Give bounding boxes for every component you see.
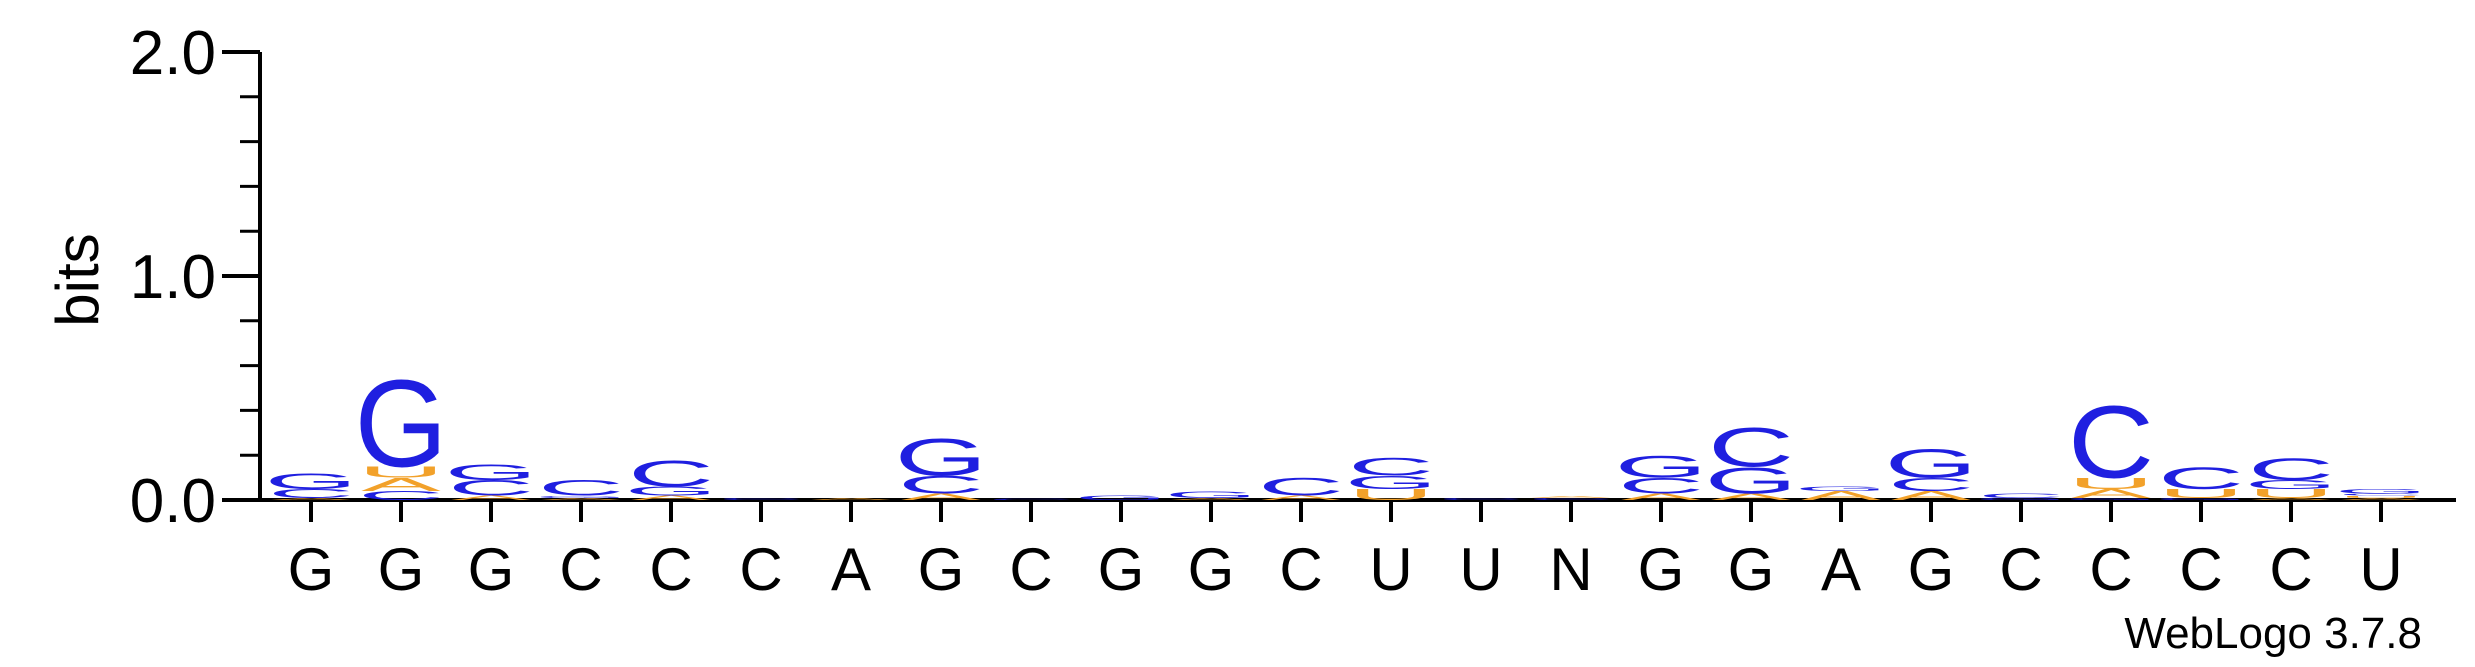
logo-glyph-a: A <box>1711 492 1791 502</box>
logo-glyph-g: G <box>445 460 538 484</box>
x-tick-label: C <box>1999 536 2042 603</box>
logo-glyph-g: G <box>2245 478 2338 492</box>
logo-glyph-u: U <box>2338 495 2424 498</box>
logo-glyph-c: C <box>268 486 354 500</box>
plot-area: 0.01.02.0GACGGCAUGGACGCAGCCAGCCCAAGACGCC… <box>130 19 2456 603</box>
x-tick-label: G <box>1638 536 1685 603</box>
logo-glyph-g: G <box>1075 494 1168 501</box>
x-tick-label: C <box>1279 536 1322 603</box>
x-tick-label: G <box>1188 536 1235 603</box>
logo-glyph-a: A <box>1531 495 1612 498</box>
logo-glyph-g: G <box>1615 450 1708 485</box>
logo-glyph-g: G <box>1885 441 1978 486</box>
logo-glyph-a: A <box>541 497 622 500</box>
logo-glyph-c: C <box>448 476 534 500</box>
y-axis-label: bits <box>44 233 111 326</box>
x-tick-label: G <box>288 536 335 603</box>
logo-glyph-g: G <box>625 484 718 498</box>
x-tick-label: G <box>918 536 965 603</box>
x-tick-label: C <box>649 536 692 603</box>
logo-glyph-g: G <box>1795 485 1888 492</box>
logo-glyph-c: C <box>1708 416 1794 478</box>
logo-glyph-g: G <box>895 427 988 487</box>
weblogo-version-label: WebLogo 3.7.8 <box>2124 609 2422 658</box>
x-tick-label: G <box>468 536 515 603</box>
logo-glyph-u: U <box>1348 486 1434 503</box>
logo-glyph-u: U <box>2158 486 2244 500</box>
x-tick-label: C <box>739 536 782 603</box>
x-tick-label: N <box>1549 536 1592 603</box>
logo-glyph-u: U <box>2068 475 2154 492</box>
x-tick-label: U <box>1459 536 1502 603</box>
logo-glyph-a: A <box>1261 494 1342 501</box>
logo-glyph-a: A <box>361 474 441 495</box>
logo-glyph-g: G <box>2155 497 2248 500</box>
logo-glyph-g: G <box>265 469 358 493</box>
logo-glyph-a: A <box>901 492 981 502</box>
logo-glyph-g: G <box>1975 497 2068 500</box>
logo-glyph-u: U <box>358 464 444 481</box>
logo-glyph-c: C <box>1528 497 1614 500</box>
x-tick-label: C <box>559 536 602 603</box>
x-tick-label: G <box>1098 536 1145 603</box>
y-tick-label: 2.0 <box>130 19 216 88</box>
logo-glyph-c: C <box>1618 474 1704 498</box>
logo-glyph-g: G <box>1705 460 1798 502</box>
logo-glyph-u: U <box>2248 486 2334 500</box>
x-tick-label: G <box>378 536 425 603</box>
logo-glyph-c: C <box>1888 474 1974 495</box>
logo-glyph-a: A <box>1891 489 1971 503</box>
x-tick-label: G <box>1728 536 1775 603</box>
logo-glyph-a: A <box>2071 486 2151 500</box>
logo-glyph-g: G <box>355 354 448 493</box>
x-tick-label: C <box>2089 536 2132 603</box>
logo-glyph-a: A <box>1801 489 1881 503</box>
logo-glyph-a: A <box>631 494 712 501</box>
x-tick-label: A <box>831 536 871 603</box>
logo-glyph-a: A <box>1171 497 1252 500</box>
x-tick-label: C <box>2179 536 2222 603</box>
logo-glyph-a: A <box>271 497 352 500</box>
logo-glyph-c: C <box>538 476 624 500</box>
logo-glyph-g: G <box>1165 489 1258 499</box>
logo-glyph-a: A <box>2251 497 2332 500</box>
logo-glyph-g: G <box>1345 472 1438 493</box>
logo-glyph-a: A <box>1621 492 1701 502</box>
logo-glyph-c: C <box>1348 453 1434 481</box>
y-tick-label: 0.0 <box>130 467 216 536</box>
logo-glyph-c: C <box>1258 473 1344 501</box>
x-tick-label: U <box>2359 536 2402 603</box>
logo-glyph-c: C <box>988 499 1074 501</box>
logo-glyph-g: G <box>535 495 628 498</box>
x-tick-label: G <box>1908 536 1955 603</box>
y-tick-label: 1.0 <box>130 243 216 312</box>
x-tick-label: A <box>1821 536 1861 603</box>
logo-glyph-a: A <box>2341 497 2422 500</box>
logo-glyph-c: C <box>2068 384 2154 499</box>
logo-glyph-c: C <box>628 453 714 495</box>
logo-glyph-c: C <box>1978 492 2064 499</box>
logo-glyph-c: C <box>2158 461 2244 496</box>
logo-glyph-g: G <box>2335 488 2428 495</box>
x-tick-label: C <box>1009 536 1052 603</box>
logo-glyph-c: C <box>358 489 444 503</box>
x-tick-label: U <box>1369 536 1412 603</box>
logo-glyph-c: C <box>718 497 804 500</box>
logo-glyph-c: C <box>2338 493 2424 496</box>
logo-glyph-a: A <box>451 494 532 501</box>
logo-glyph-g: G <box>2065 497 2158 500</box>
x-tick-label: C <box>2269 536 2312 603</box>
logo-glyph-a: A <box>811 497 892 500</box>
logo-glyph-c: C <box>2248 452 2334 487</box>
logo-glyph-c: C <box>898 471 984 499</box>
logo-glyph-c: C <box>1438 497 1524 500</box>
